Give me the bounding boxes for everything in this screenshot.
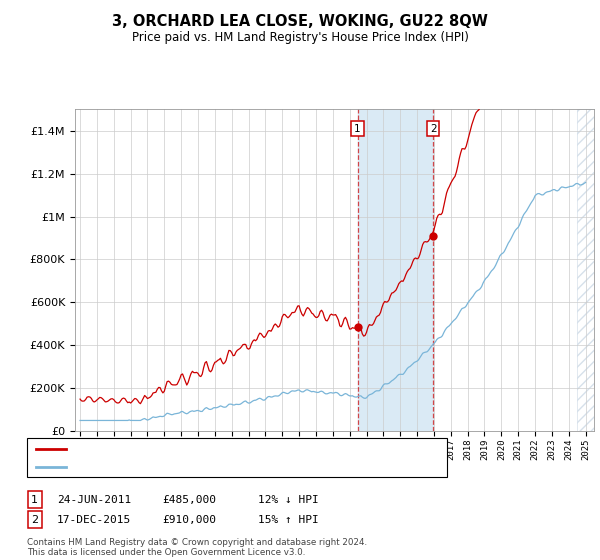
- Text: 17-DEC-2015: 17-DEC-2015: [57, 515, 131, 525]
- Text: 15% ↑ HPI: 15% ↑ HPI: [258, 515, 319, 525]
- Text: 1: 1: [354, 124, 361, 133]
- Text: HPI: Average price, detached house, Woking: HPI: Average price, detached house, Woki…: [70, 463, 301, 472]
- Text: £910,000: £910,000: [162, 515, 216, 525]
- Text: 3, ORCHARD LEA CLOSE, WOKING, GU22 8QW (detached house): 3, ORCHARD LEA CLOSE, WOKING, GU22 8QW (…: [70, 444, 405, 454]
- Text: 1: 1: [31, 494, 38, 505]
- Text: Price paid vs. HM Land Registry's House Price Index (HPI): Price paid vs. HM Land Registry's House …: [131, 31, 469, 44]
- Bar: [577, 109, 596, 431]
- Text: 2: 2: [430, 124, 436, 133]
- Text: 3, ORCHARD LEA CLOSE, WOKING, GU22 8QW: 3, ORCHARD LEA CLOSE, WOKING, GU22 8QW: [112, 14, 488, 29]
- Text: 12% ↓ HPI: 12% ↓ HPI: [258, 494, 319, 505]
- Text: £485,000: £485,000: [162, 494, 216, 505]
- Text: 2: 2: [31, 515, 38, 525]
- Bar: [358, 109, 433, 431]
- Text: Contains HM Land Registry data © Crown copyright and database right 2024.
This d: Contains HM Land Registry data © Crown c…: [27, 538, 367, 557]
- Text: 24-JUN-2011: 24-JUN-2011: [57, 494, 131, 505]
- Bar: [577, 109, 596, 431]
